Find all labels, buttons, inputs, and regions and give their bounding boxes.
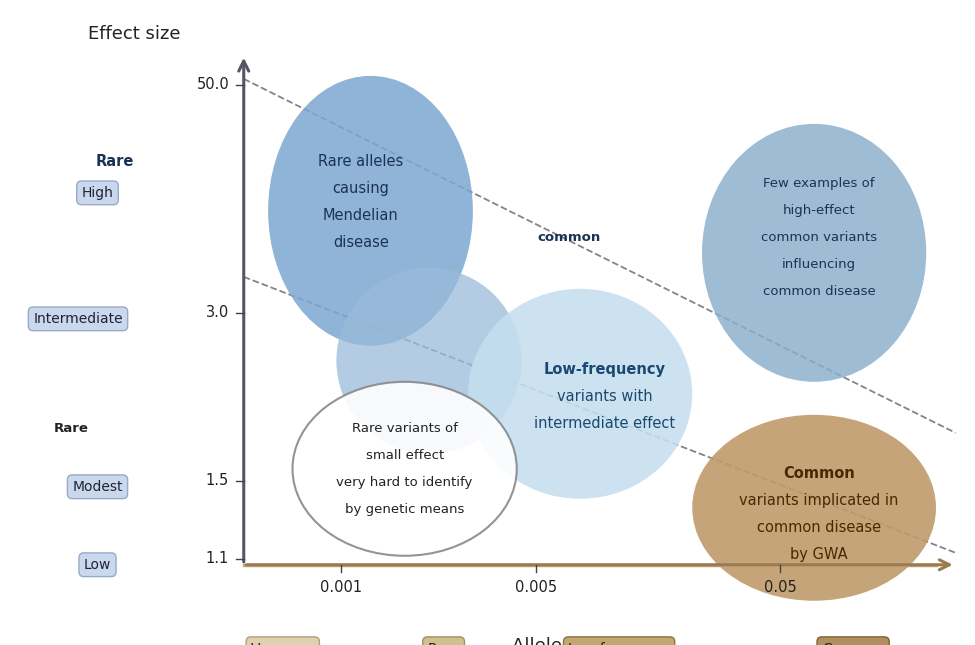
Text: Modest: Modest (72, 480, 123, 494)
Text: common disease: common disease (762, 285, 876, 299)
Text: 0.001: 0.001 (320, 580, 363, 595)
Text: Common: Common (822, 642, 884, 645)
Text: common disease: common disease (757, 520, 881, 535)
Text: 0.05: 0.05 (763, 580, 797, 595)
Text: causing: causing (332, 181, 389, 196)
Text: Rare: Rare (54, 422, 89, 435)
Text: High: High (82, 186, 113, 200)
Text: Rare: Rare (96, 154, 135, 169)
Text: Low-frequency: Low-frequency (543, 362, 666, 377)
Text: Very rare: Very rare (251, 642, 315, 645)
Text: 3.0: 3.0 (206, 305, 229, 321)
Text: Low: Low (84, 558, 111, 571)
Text: by genetic means: by genetic means (345, 502, 464, 516)
Text: Allele frequency: Allele frequency (512, 637, 658, 645)
Text: Low frequency: Low frequency (568, 642, 670, 645)
Text: Rare alleles: Rare alleles (318, 154, 404, 169)
Text: Intermediate: Intermediate (33, 312, 123, 326)
Ellipse shape (292, 382, 517, 556)
Text: Common: Common (783, 466, 855, 481)
Text: variants with: variants with (557, 390, 652, 404)
Text: variants implicated in: variants implicated in (739, 493, 899, 508)
Text: disease: disease (332, 235, 389, 250)
Ellipse shape (268, 76, 473, 346)
Text: influencing: influencing (782, 259, 856, 272)
Text: Rare: Rare (428, 642, 459, 645)
Text: by GWA: by GWA (790, 547, 848, 562)
Text: 0.005: 0.005 (515, 580, 558, 595)
Ellipse shape (468, 289, 692, 499)
Text: Few examples of: Few examples of (763, 177, 875, 190)
Text: common: common (537, 232, 601, 244)
Text: 50.0: 50.0 (196, 77, 229, 92)
Ellipse shape (336, 268, 522, 454)
Ellipse shape (702, 124, 926, 382)
Text: Rare variants of: Rare variants of (352, 422, 457, 435)
Text: high-effect: high-effect (783, 204, 855, 217)
Text: very hard to identify: very hard to identify (336, 476, 473, 489)
Ellipse shape (692, 415, 936, 600)
Text: common variants: common variants (760, 232, 878, 244)
Text: 1.5: 1.5 (206, 473, 229, 488)
Text: 1.1: 1.1 (206, 551, 229, 566)
Text: small effect: small effect (366, 449, 444, 462)
Text: Effect size: Effect size (88, 25, 180, 43)
Text: Mendelian: Mendelian (323, 208, 399, 223)
Text: intermediate effect: intermediate effect (534, 416, 675, 432)
